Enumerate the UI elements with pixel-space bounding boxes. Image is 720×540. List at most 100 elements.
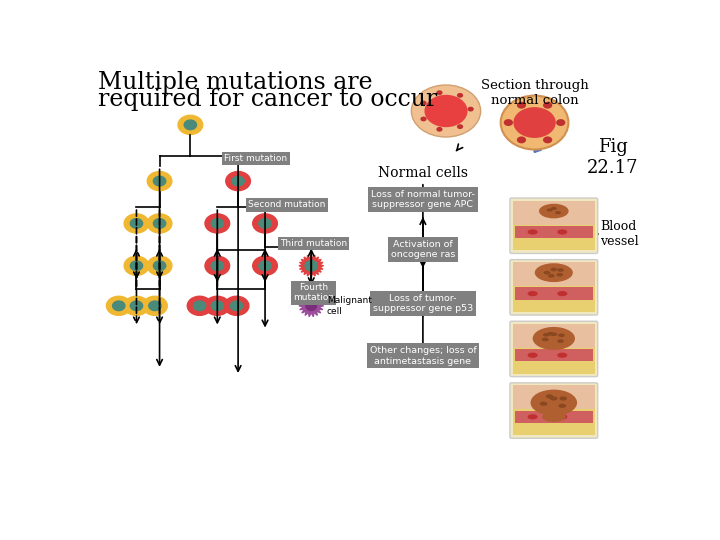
Ellipse shape (528, 414, 538, 420)
Ellipse shape (130, 219, 143, 228)
Ellipse shape (550, 333, 557, 336)
Ellipse shape (205, 214, 230, 233)
Bar (513, 324, 595, 348)
Ellipse shape (194, 301, 206, 310)
Ellipse shape (178, 116, 203, 134)
Ellipse shape (528, 291, 538, 296)
Ellipse shape (143, 296, 167, 315)
Ellipse shape (205, 296, 230, 315)
Bar (513, 408, 595, 435)
Ellipse shape (550, 396, 557, 401)
Ellipse shape (557, 291, 567, 296)
Ellipse shape (411, 85, 481, 137)
Ellipse shape (153, 219, 166, 228)
Ellipse shape (232, 176, 244, 186)
Ellipse shape (546, 208, 552, 212)
Ellipse shape (539, 204, 569, 218)
Bar (513, 223, 595, 251)
Ellipse shape (457, 93, 463, 98)
Bar (515, 226, 593, 238)
FancyBboxPatch shape (510, 321, 598, 377)
Ellipse shape (211, 261, 223, 271)
Text: Blood
vessel: Blood vessel (600, 220, 639, 247)
Ellipse shape (211, 301, 223, 310)
Ellipse shape (557, 268, 564, 272)
Ellipse shape (148, 172, 172, 191)
Ellipse shape (253, 214, 277, 233)
Ellipse shape (124, 214, 149, 233)
Ellipse shape (436, 127, 443, 132)
Text: Normal cells: Normal cells (378, 166, 468, 180)
Ellipse shape (124, 256, 149, 275)
Ellipse shape (513, 107, 556, 138)
Ellipse shape (153, 176, 166, 186)
Ellipse shape (528, 353, 538, 358)
Ellipse shape (548, 274, 554, 278)
Text: Multiple mutations are: Multiple mutations are (98, 71, 372, 94)
Text: Loss of tumor-
suppressor gene p53: Loss of tumor- suppressor gene p53 (373, 294, 473, 313)
FancyBboxPatch shape (510, 198, 598, 253)
Text: required for cancer to occur: required for cancer to occur (98, 88, 437, 111)
Text: Third mutation: Third mutation (280, 239, 347, 248)
Text: Activation of
oncogene ras: Activation of oncogene ras (391, 240, 455, 259)
Ellipse shape (259, 219, 271, 228)
Ellipse shape (436, 90, 443, 95)
Ellipse shape (528, 230, 538, 235)
Ellipse shape (556, 119, 565, 126)
FancyBboxPatch shape (510, 260, 598, 315)
Bar (513, 386, 595, 409)
Ellipse shape (149, 301, 161, 310)
Bar (513, 200, 595, 225)
Ellipse shape (546, 394, 554, 399)
Ellipse shape (148, 214, 172, 233)
Text: Second mutation: Second mutation (248, 200, 325, 210)
Ellipse shape (253, 256, 277, 275)
Ellipse shape (517, 137, 526, 143)
Ellipse shape (230, 301, 243, 310)
Ellipse shape (551, 207, 557, 210)
Ellipse shape (543, 137, 552, 143)
Ellipse shape (557, 273, 563, 276)
Ellipse shape (542, 338, 549, 341)
Ellipse shape (205, 256, 230, 275)
Ellipse shape (224, 296, 249, 315)
Ellipse shape (259, 261, 271, 271)
Ellipse shape (557, 339, 564, 343)
Ellipse shape (517, 102, 526, 109)
Text: Other changes; loss of
antimetastasis gene: Other changes; loss of antimetastasis ge… (369, 346, 476, 366)
Ellipse shape (226, 172, 251, 191)
Bar (513, 346, 595, 374)
Ellipse shape (187, 296, 212, 315)
Ellipse shape (543, 333, 549, 336)
Ellipse shape (557, 353, 567, 358)
Ellipse shape (543, 102, 552, 109)
Ellipse shape (457, 124, 463, 129)
Bar (515, 410, 593, 423)
Text: Fig
22.17: Fig 22.17 (587, 138, 639, 177)
Ellipse shape (504, 119, 513, 126)
Ellipse shape (107, 296, 131, 315)
Ellipse shape (425, 95, 467, 127)
Text: Fourth
mutation: Fourth mutation (293, 283, 334, 302)
Ellipse shape (559, 404, 566, 408)
Ellipse shape (533, 327, 575, 350)
Ellipse shape (467, 107, 474, 112)
Ellipse shape (420, 100, 427, 105)
Ellipse shape (531, 389, 577, 416)
Ellipse shape (148, 256, 172, 275)
Bar (513, 262, 595, 286)
Ellipse shape (124, 296, 149, 315)
Ellipse shape (184, 120, 197, 130)
FancyBboxPatch shape (510, 383, 598, 438)
Ellipse shape (112, 301, 125, 310)
Text: Section through
normal colon: Section through normal colon (481, 79, 588, 107)
Text: First mutation: First mutation (224, 154, 287, 163)
Ellipse shape (550, 268, 557, 272)
Ellipse shape (211, 219, 223, 228)
Polygon shape (299, 255, 323, 276)
Ellipse shape (500, 96, 568, 150)
Ellipse shape (547, 332, 554, 335)
Polygon shape (299, 295, 323, 317)
Ellipse shape (557, 414, 567, 420)
Ellipse shape (555, 211, 561, 214)
